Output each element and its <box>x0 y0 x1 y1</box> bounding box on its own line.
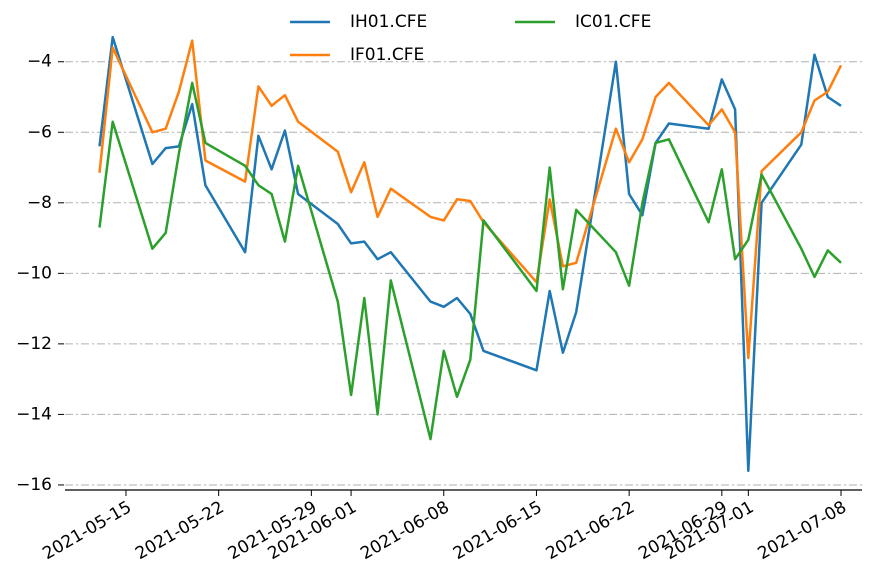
y-tick-label: −16 <box>16 475 52 495</box>
x-tick-label: 2021-07-08 <box>754 497 850 564</box>
x-tick-label: 2021-06-15 <box>450 497 546 564</box>
y-tick-label: −4 <box>27 52 52 72</box>
y-tick-label: −8 <box>27 193 52 213</box>
series-line <box>98 81 842 441</box>
x-tick-label: 2021-06-08 <box>357 497 453 564</box>
x-tick-label: 2021-06-22 <box>543 497 639 564</box>
x-tick-label: 2021-05-15 <box>39 497 135 564</box>
y-tick-label: −6 <box>27 122 52 142</box>
legend-label: IH01.CFE <box>350 12 427 32</box>
legend-label: IF01.CFE <box>350 45 424 65</box>
series-line <box>98 39 843 360</box>
legend-label: IC01.CFE <box>575 12 651 32</box>
y-tick-label: −10 <box>16 263 52 283</box>
x-tick-label: 2021-05-22 <box>132 497 228 564</box>
y-tick-label: −12 <box>16 334 52 354</box>
y-tick-label: −14 <box>16 404 52 424</box>
series-line <box>98 35 842 473</box>
